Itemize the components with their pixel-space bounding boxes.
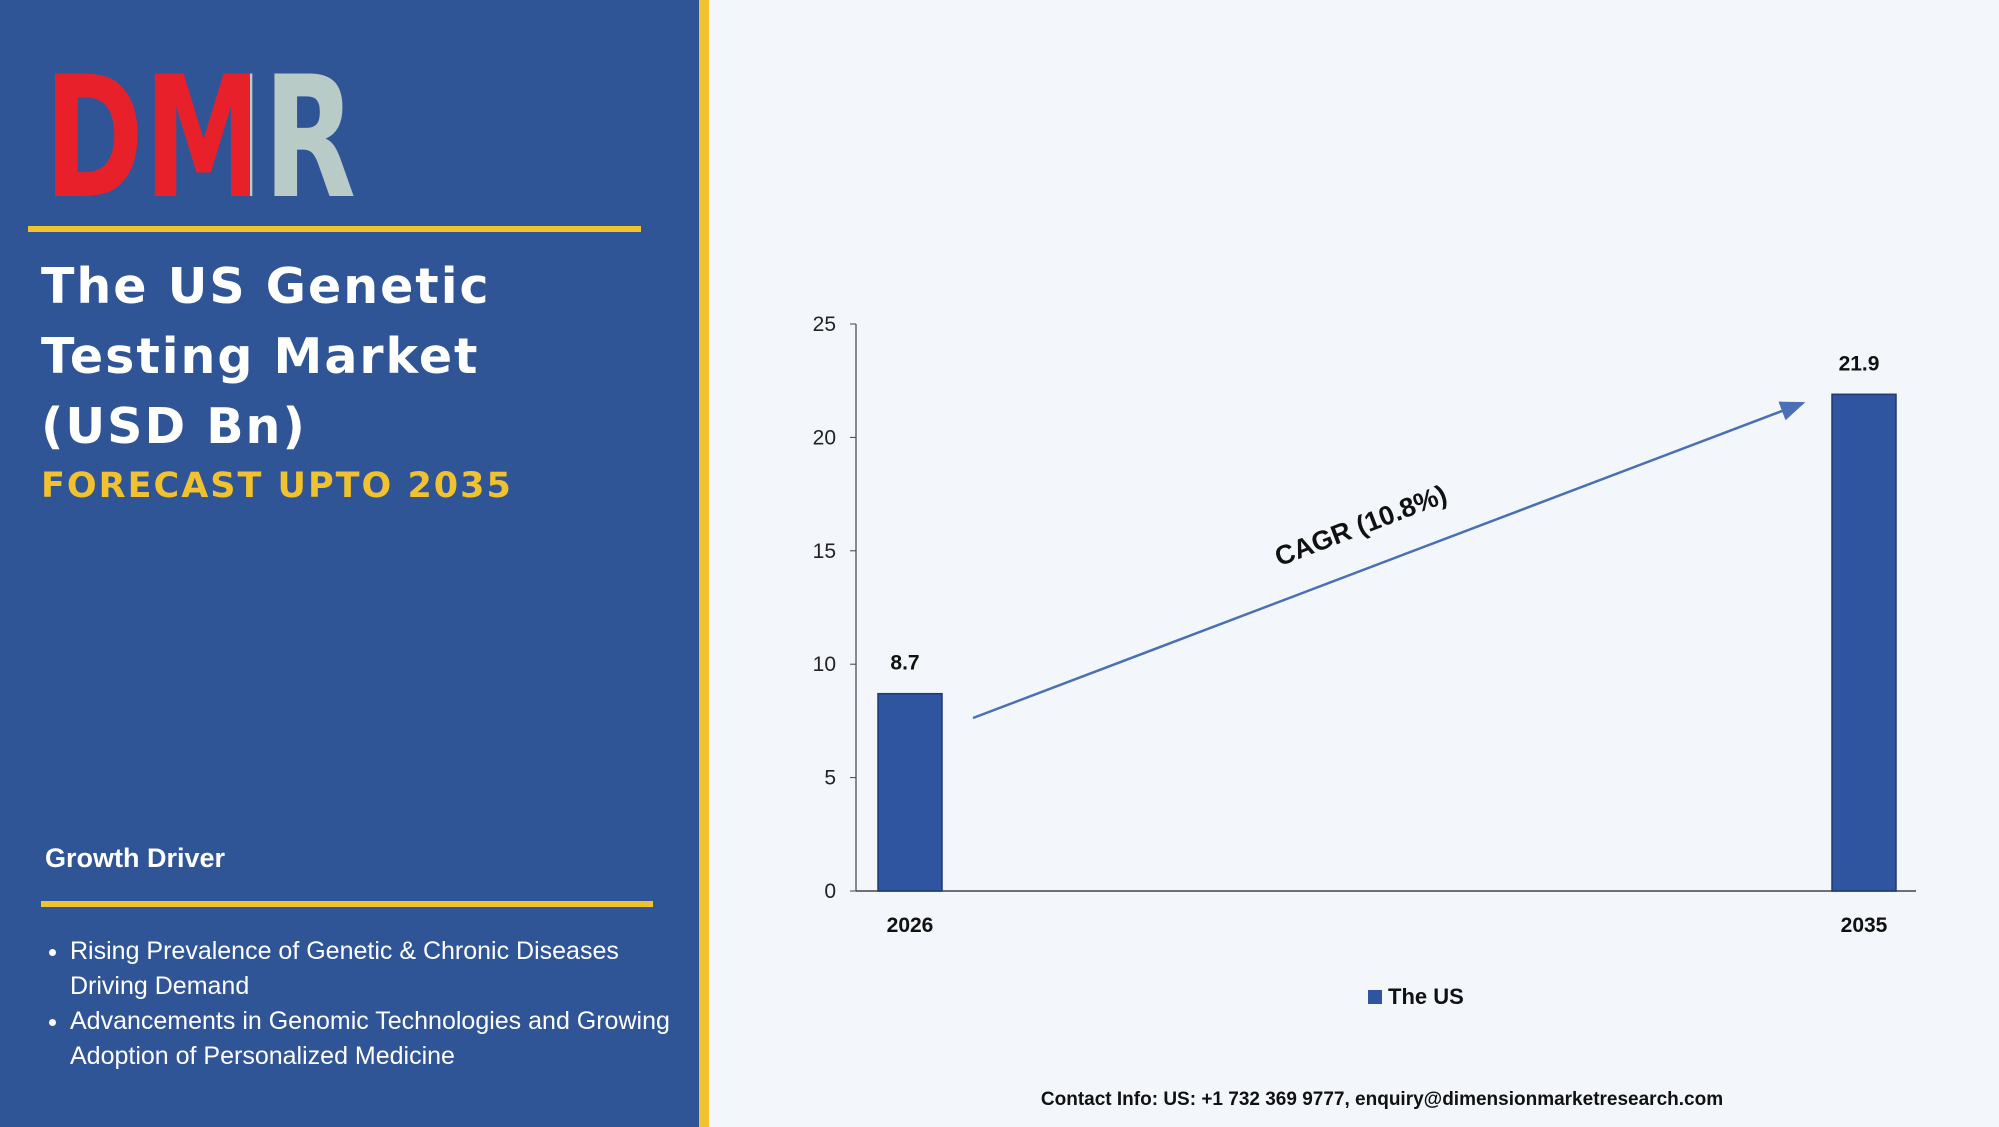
section-title: Growth Driver (45, 843, 226, 873)
trend-arrow (972, 401, 1806, 720)
contact: Contact Info: US: +1 732 369 9777, enqui… (1041, 1089, 1723, 1110)
y-tick-label: 0 (824, 880, 836, 903)
stripe (699, 0, 709, 1127)
divider (28, 226, 641, 232)
legend-label: The US (1388, 984, 1464, 1009)
y-tick-label: 5 (824, 767, 836, 790)
x-tick-label: 2026 (887, 914, 934, 937)
y-tick-label: 15 (813, 540, 836, 563)
logo-text: DMR (44, 40, 356, 220)
title-line: The US Genetic (41, 258, 491, 315)
divider (41, 901, 653, 907)
bullet-list: Rising Prevalence of Genetic & Chronic D… (40, 934, 680, 1074)
x-tick-label: 2035 (1841, 914, 1888, 937)
y-tick-label: 20 (813, 426, 836, 449)
subtitle: FORECAST UPTO 2035 (41, 466, 513, 506)
y-tick-label: 10 (813, 653, 836, 676)
bar (1831, 393, 1897, 892)
annotation: CAGR (10.8%) (1271, 479, 1451, 572)
data-label: 21.9 (1839, 352, 1880, 375)
data-label: 8.7 (890, 652, 919, 675)
title-line: Testing Market (41, 328, 480, 385)
logo: DMR (44, 40, 356, 220)
title-line: (USD Bn) (41, 398, 307, 455)
y-tick-label: 25 (813, 313, 836, 336)
bullet: Rising Prevalence of Genetic & Chronic D… (70, 934, 680, 1004)
left-panel: DMR The US Genetic Testing Market (USD B… (0, 0, 699, 1127)
bar (877, 692, 943, 892)
legend-swatch (1368, 990, 1382, 1004)
bullet: Advancements in Genomic Technologies and… (70, 1004, 680, 1074)
